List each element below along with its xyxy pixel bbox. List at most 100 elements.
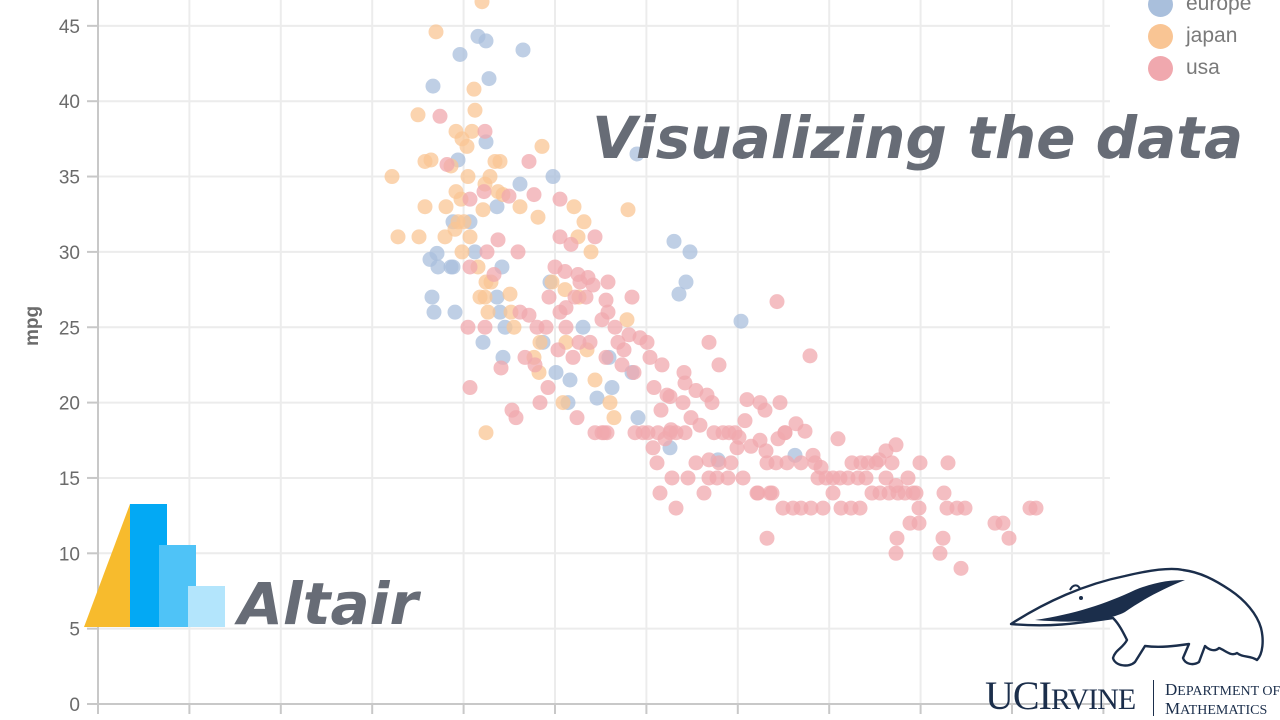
data-point[interactable]: [678, 274, 694, 290]
data-point[interactable]: [578, 289, 594, 305]
data-point[interactable]: [932, 545, 948, 561]
data-point[interactable]: [423, 152, 439, 168]
data-point[interactable]: [645, 440, 661, 456]
data-point[interactable]: [571, 334, 587, 350]
data-point[interactable]: [562, 372, 578, 388]
data-point[interactable]: [833, 500, 849, 516]
data-point[interactable]: [486, 267, 502, 283]
data-point[interactable]: [936, 485, 952, 501]
data-point[interactable]: [772, 395, 788, 411]
data-point[interactable]: [390, 229, 406, 245]
data-point[interactable]: [671, 286, 687, 302]
data-point[interactable]: [629, 146, 645, 162]
data-point[interactable]: [720, 470, 736, 486]
data-point[interactable]: [426, 304, 442, 320]
data-point[interactable]: [889, 530, 905, 546]
data-point[interactable]: [626, 364, 642, 380]
data-point[interactable]: [480, 304, 496, 320]
data-point[interactable]: [482, 169, 498, 185]
data-point[interactable]: [900, 470, 916, 486]
data-point[interactable]: [548, 364, 564, 380]
data-point[interactable]: [1022, 500, 1038, 516]
data-point[interactable]: [614, 357, 630, 373]
data-point[interactable]: [957, 500, 973, 516]
data-point[interactable]: [569, 410, 585, 426]
data-point[interactable]: [600, 274, 616, 290]
data-point[interactable]: [472, 289, 488, 305]
data-point[interactable]: [510, 244, 526, 260]
data-point[interactable]: [598, 292, 614, 308]
data-point[interactable]: [515, 42, 531, 58]
data-point[interactable]: [607, 319, 623, 335]
data-point[interactable]: [540, 380, 556, 396]
data-point[interactable]: [527, 357, 543, 373]
data-point[interactable]: [757, 402, 773, 418]
data-point[interactable]: [410, 107, 426, 123]
data-point[interactable]: [464, 123, 480, 139]
data-point[interactable]: [481, 71, 497, 87]
data-point[interactable]: [758, 443, 774, 459]
data-point[interactable]: [830, 431, 846, 447]
data-point[interactable]: [550, 342, 566, 358]
data-point[interactable]: [779, 455, 795, 471]
data-point[interactable]: [759, 530, 775, 546]
data-point[interactable]: [815, 500, 831, 516]
data-point[interactable]: [777, 425, 793, 441]
data-point[interactable]: [467, 102, 483, 118]
data-point[interactable]: [552, 229, 568, 245]
legend-item-japan[interactable]: japan: [1148, 20, 1251, 52]
data-point[interactable]: [492, 304, 508, 320]
data-point[interactable]: [490, 232, 506, 248]
data-point[interactable]: [912, 455, 928, 471]
data-point[interactable]: [630, 410, 646, 426]
data-point[interactable]: [460, 169, 476, 185]
data-point[interactable]: [653, 402, 669, 418]
data-point[interactable]: [541, 289, 557, 305]
data-point[interactable]: [439, 156, 455, 172]
data-point[interactable]: [567, 289, 583, 305]
data-point[interactable]: [445, 259, 461, 275]
data-point[interactable]: [462, 380, 478, 396]
data-point[interactable]: [425, 78, 441, 94]
data-point[interactable]: [417, 199, 433, 215]
data-point[interactable]: [585, 277, 601, 293]
data-point[interactable]: [521, 153, 537, 169]
data-point[interactable]: [583, 244, 599, 260]
data-point[interactable]: [479, 244, 495, 260]
data-point[interactable]: [650, 425, 666, 441]
data-point[interactable]: [478, 425, 494, 441]
data-point[interactable]: [825, 485, 841, 501]
data-point[interactable]: [769, 294, 785, 310]
data-point[interactable]: [384, 169, 400, 185]
data-point[interactable]: [701, 470, 717, 486]
data-point[interactable]: [692, 417, 708, 433]
data-point[interactable]: [587, 229, 603, 245]
data-point[interactable]: [662, 389, 678, 405]
data-point[interactable]: [502, 286, 518, 302]
data-point[interactable]: [477, 123, 493, 139]
data-point[interactable]: [575, 319, 591, 335]
data-point[interactable]: [620, 202, 636, 218]
data-point[interactable]: [450, 214, 466, 230]
data-point[interactable]: [793, 455, 809, 471]
data-point[interactable]: [438, 199, 454, 215]
data-point[interactable]: [680, 470, 696, 486]
data-point[interactable]: [587, 372, 603, 388]
data-point[interactable]: [1001, 530, 1017, 546]
data-point[interactable]: [953, 560, 969, 576]
data-point[interactable]: [462, 259, 478, 275]
data-point[interactable]: [668, 500, 684, 516]
data-point[interactable]: [501, 188, 517, 204]
data-point[interactable]: [871, 452, 887, 468]
data-point[interactable]: [545, 169, 561, 185]
data-point[interactable]: [462, 229, 478, 245]
data-point[interactable]: [723, 455, 739, 471]
data-point[interactable]: [737, 413, 753, 429]
data-point[interactable]: [733, 313, 749, 329]
data-point[interactable]: [642, 349, 658, 365]
data-point[interactable]: [477, 319, 493, 335]
data-point[interactable]: [797, 423, 813, 439]
data-point[interactable]: [905, 485, 921, 501]
data-point[interactable]: [454, 244, 470, 260]
data-point[interactable]: [902, 515, 918, 531]
